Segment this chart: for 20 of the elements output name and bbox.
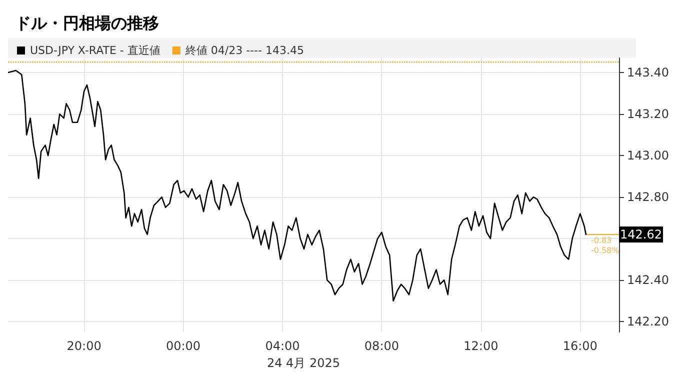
x-tick-label: 20:00 <box>66 339 102 353</box>
annotation: 142.62 <box>620 227 662 242</box>
y-tick-label: 143.20 <box>627 107 670 122</box>
x-tick-label: 08:00 <box>364 339 400 353</box>
x-tick-label: 16:00 <box>562 339 598 353</box>
x-axis-title: 24 4月 2025 <box>266 356 340 370</box>
y-tick-label: 142.40 <box>627 273 670 288</box>
annotation: -0.58% <box>590 246 620 255</box>
legend-label: USD-JPY X-RATE - 直近値 <box>30 44 160 57</box>
y-tick-label: 142.20 <box>627 314 670 329</box>
x-tick-label: 12:00 <box>464 339 498 353</box>
y-tick-label: 143.40 <box>627 66 670 80</box>
chart-title: ドル・円相場の推移 <box>15 14 159 32</box>
annotation: -0.83 <box>590 236 612 245</box>
y-tick-label: 142.80 <box>627 190 670 204</box>
y-tick-label: 143.00 <box>627 148 670 163</box>
x-tick-label: 04:00 <box>265 339 300 353</box>
legend-label: 終値 04/23 ---- 143.45 <box>184 44 304 57</box>
line-series <box>8 70 587 302</box>
x-tick-label: 00:00 <box>166 339 201 353</box>
